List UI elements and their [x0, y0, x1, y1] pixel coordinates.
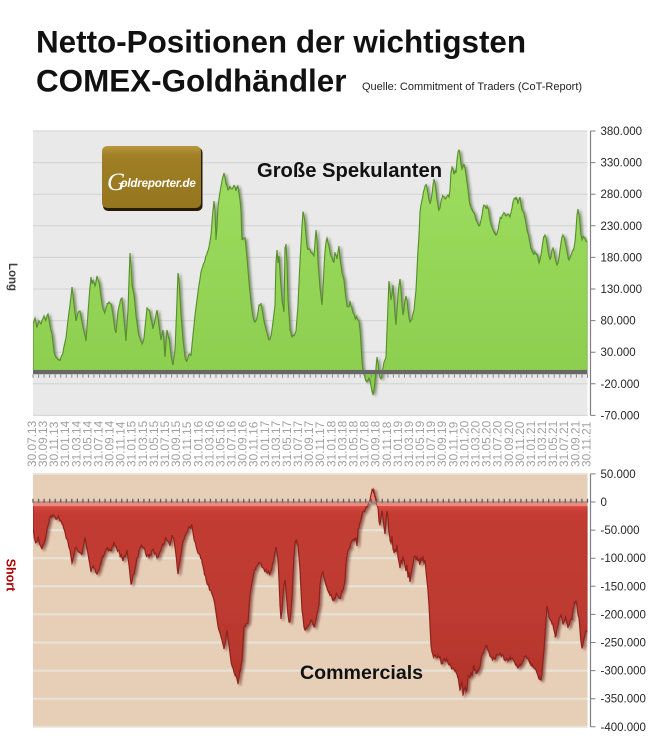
- svg-text:Short: Short: [4, 559, 18, 592]
- svg-text:-350.000: -350.000: [601, 694, 646, 706]
- svg-text:-250.000: -250.000: [601, 638, 646, 650]
- svg-text:Long: Long: [6, 263, 18, 291]
- svg-text:31.05.16: 31.05.16: [213, 420, 227, 467]
- svg-text:380.000: 380.000: [601, 126, 643, 138]
- svg-text:31.01.21: 31.01.21: [524, 420, 538, 467]
- svg-text:-70.000: -70.000: [601, 410, 640, 422]
- svg-text:180.000: 180.000: [601, 252, 643, 264]
- svg-text:oldreporter.de: oldreporter.de: [121, 177, 197, 190]
- svg-text:31.07.17: 31.07.17: [291, 420, 305, 467]
- svg-text:Quelle: Commitment of Traders: Quelle: Commitment of Traders (CoT-Repor…: [362, 81, 582, 93]
- svg-text:31.01.16: 31.01.16: [191, 420, 205, 467]
- svg-text:-100.000: -100.000: [601, 553, 646, 565]
- svg-text:-400.000: -400.000: [601, 722, 646, 734]
- svg-text:31.05.17: 31.05.17: [280, 420, 294, 467]
- svg-text:31.01.17: 31.01.17: [258, 420, 272, 467]
- svg-text:30.09.16: 30.09.16: [236, 420, 250, 467]
- svg-text:-50.000: -50.000: [601, 525, 640, 537]
- svg-text:280.000: 280.000: [601, 189, 643, 201]
- svg-text:30.09.15: 30.09.15: [169, 420, 183, 467]
- svg-text:31.07.20: 31.07.20: [491, 420, 505, 467]
- svg-text:30.11.19: 30.11.19: [446, 421, 460, 467]
- svg-text:30.07.13: 30.07.13: [25, 420, 39, 467]
- svg-text:31.03.18: 31.03.18: [335, 420, 349, 467]
- svg-text:31.01.19: 31.01.19: [391, 420, 405, 467]
- svg-text:31.03.17: 31.03.17: [269, 420, 283, 467]
- svg-text:30.11.21: 30.11.21: [579, 421, 593, 467]
- svg-text:50.000: 50.000: [601, 469, 636, 481]
- svg-text:30.11.18: 30.11.18: [380, 421, 394, 467]
- svg-text:31.01.15: 31.01.15: [125, 420, 139, 467]
- svg-text:Commercials: Commercials: [300, 662, 423, 684]
- svg-text:31.03.21: 31.03.21: [535, 420, 549, 467]
- svg-text:31.07.18: 31.07.18: [358, 420, 372, 467]
- svg-text:31.05.19: 31.05.19: [413, 420, 427, 467]
- svg-text:-20.000: -20.000: [601, 379, 640, 391]
- svg-text:30.09.13: 30.09.13: [36, 420, 50, 467]
- svg-text:30.11.20: 30.11.20: [513, 421, 527, 467]
- svg-text:31.01.20: 31.01.20: [457, 420, 471, 467]
- svg-text:-200.000: -200.000: [601, 609, 646, 621]
- svg-text:31.05.20: 31.05.20: [480, 420, 494, 467]
- svg-text:330.000: 330.000: [601, 158, 643, 170]
- svg-text:31.05.21: 31.05.21: [546, 420, 560, 467]
- svg-text:30.09.18: 30.09.18: [369, 420, 383, 467]
- svg-text:31.05.14: 31.05.14: [80, 420, 94, 467]
- svg-text:31.03.20: 31.03.20: [469, 420, 483, 467]
- svg-text:31.03.15: 31.03.15: [136, 420, 150, 467]
- svg-text:230.000: 230.000: [601, 221, 643, 233]
- svg-text:30.11.13: 30.11.13: [47, 421, 61, 467]
- svg-text:Netto-Positionen der wichtigst: Netto-Positionen der wichtigsten: [36, 25, 526, 60]
- svg-text:31.03.19: 31.03.19: [402, 420, 416, 467]
- svg-text:-300.000: -300.000: [601, 666, 646, 678]
- svg-text:30.09.20: 30.09.20: [502, 420, 516, 467]
- svg-text:-150.000: -150.000: [601, 581, 646, 593]
- svg-text:Große Spekulanten: Große Spekulanten: [257, 160, 442, 182]
- svg-text:80.000: 80.000: [601, 316, 636, 328]
- svg-text:30.09.17: 30.09.17: [302, 420, 316, 467]
- svg-text:30.11.17: 30.11.17: [313, 421, 327, 467]
- svg-text:30.11.14: 30.11.14: [114, 421, 128, 467]
- svg-text:30.09.19: 30.09.19: [435, 420, 449, 467]
- svg-text:31.03.14: 31.03.14: [69, 420, 83, 467]
- svg-text:30.09.14: 30.09.14: [103, 420, 117, 467]
- svg-text:31.01.14: 31.01.14: [58, 420, 72, 467]
- svg-text:30.11.16: 30.11.16: [247, 421, 261, 467]
- svg-text:COMEX-Goldhändler: COMEX-Goldhändler: [36, 64, 346, 99]
- svg-text:31.05.18: 31.05.18: [347, 420, 361, 467]
- svg-text:31.07.16: 31.07.16: [225, 420, 239, 467]
- svg-text:31.07.21: 31.07.21: [557, 420, 571, 467]
- svg-text:30.11.15: 30.11.15: [180, 421, 194, 467]
- svg-text:31.03.16: 31.03.16: [202, 420, 216, 467]
- svg-text:31.01.18: 31.01.18: [324, 420, 338, 467]
- svg-text:G: G: [107, 169, 125, 196]
- svg-text:130.000: 130.000: [601, 284, 643, 296]
- svg-text:0: 0: [601, 497, 607, 509]
- svg-text:31.07.15: 31.07.15: [158, 420, 172, 467]
- svg-text:30.09.21: 30.09.21: [568, 420, 582, 467]
- svg-text:31.05.15: 31.05.15: [147, 420, 161, 467]
- svg-text:30.000: 30.000: [601, 347, 636, 359]
- svg-text:31.07.14: 31.07.14: [91, 420, 105, 467]
- svg-text:31.07.19: 31.07.19: [424, 420, 438, 467]
